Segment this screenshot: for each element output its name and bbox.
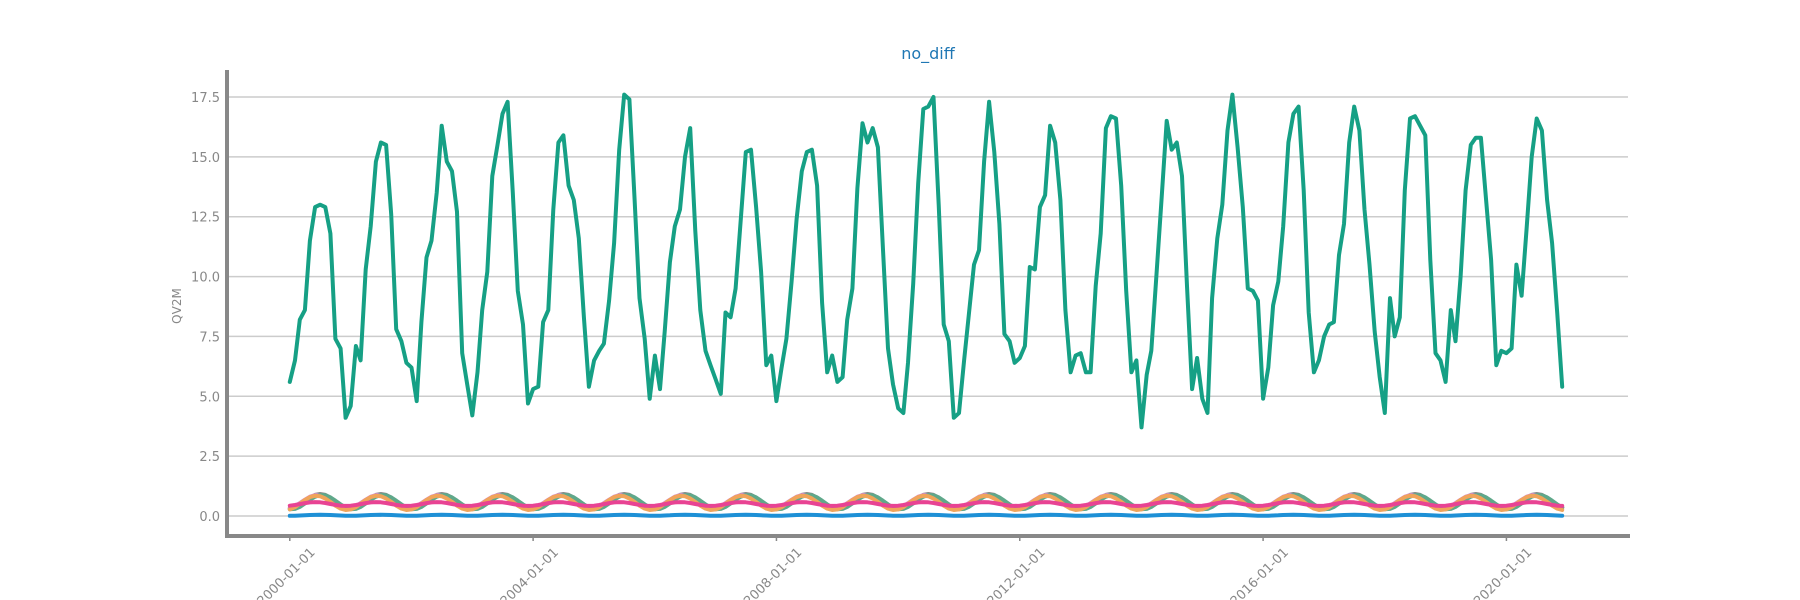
x-tick-label: 2020-01-01 xyxy=(1471,545,1535,600)
series-line xyxy=(287,493,1565,512)
y-tick-label: 10.0 xyxy=(191,271,220,286)
x-tick-label: 2016-01-01 xyxy=(1228,545,1292,600)
y-tick-label: 12.5 xyxy=(191,211,220,226)
series-line xyxy=(287,92,1565,430)
x-tick-label: 2008-01-01 xyxy=(741,545,805,600)
y-tick-label: 2.5 xyxy=(199,450,220,465)
y-tick-label: 17.5 xyxy=(191,91,220,106)
y-tick-label: 7.5 xyxy=(199,330,220,345)
y-tick-label: 15.0 xyxy=(191,151,220,166)
chart-title: no_diff xyxy=(901,44,956,64)
series-line xyxy=(287,500,1565,508)
y-axis-label: QV2M xyxy=(170,288,184,324)
x-tick-label: 2004-01-01 xyxy=(498,545,562,600)
y-tick-label: 0.0 xyxy=(199,510,220,525)
x-tick-label: 2012-01-01 xyxy=(985,545,1049,600)
x-tick-label: 2000-01-01 xyxy=(255,545,319,600)
y-tick-labels: 0.0 2.5 5.0 7.5 10.0 12.5 15.0 17.5 xyxy=(191,91,220,525)
y-tick-label: 5.0 xyxy=(199,390,220,405)
x-tick-labels: 2000-01-01 2004-01-01 2008-01-01 2012-01-01… xyxy=(255,534,1535,600)
series-line xyxy=(287,512,1565,518)
series-group xyxy=(287,92,1565,518)
